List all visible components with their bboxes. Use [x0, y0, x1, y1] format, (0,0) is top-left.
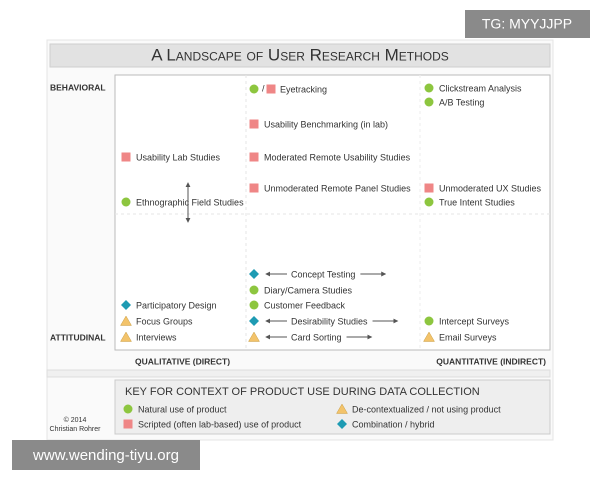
title-bar	[49, 43, 551, 68]
icon-natural	[121, 197, 131, 207]
slash: /	[262, 83, 265, 93]
key-label: De-contextualized / not using product	[352, 404, 501, 414]
icon-scripted	[266, 84, 276, 94]
method-label: Eyetracking	[280, 84, 327, 94]
credit: © 2014	[64, 416, 87, 424]
icon-hybrid	[249, 269, 259, 279]
watermark	[12, 440, 200, 470]
badge-text: TG: MYYJJPP	[482, 16, 572, 32]
method-label: Desirability Studies	[291, 316, 368, 326]
method-label: Moderated Remote Usability Studies	[264, 152, 411, 162]
icon-decontextualized	[336, 403, 348, 414]
method-label: Ethnographic Field Studies	[136, 197, 244, 207]
method-label: Card Sorting	[291, 332, 342, 342]
icon-natural	[424, 83, 434, 93]
method-label: Focus Groups	[136, 316, 193, 326]
key-title: KEY FOR CONTEXT OF PRODUCT USE DURING DA…	[125, 386, 480, 398]
icon-decontextualized	[120, 331, 132, 342]
icon-natural	[424, 316, 434, 326]
badge	[465, 10, 590, 38]
method-label: Customer Feedback	[264, 300, 346, 310]
key-label: Natural use of product	[138, 404, 227, 414]
method-label: Email Surveys	[439, 332, 497, 342]
icon-decontextualized	[248, 331, 260, 342]
method-label: Participatory Design	[136, 300, 217, 310]
icon-scripted	[249, 119, 259, 129]
icon-scripted	[121, 152, 131, 162]
method-label: Usability Benchmarking (in lab)	[264, 119, 388, 129]
icon-decontextualized	[120, 315, 132, 326]
icon-hybrid	[337, 419, 347, 429]
icon-natural	[249, 84, 259, 94]
method-label: Diary/Camera Studies	[264, 285, 353, 295]
method-label: Usability Lab Studies	[136, 152, 221, 162]
icon-scripted	[249, 183, 259, 193]
icon-natural	[424, 197, 434, 207]
method-label: Unmoderated UX Studies	[439, 183, 542, 193]
separator	[46, 369, 551, 378]
method-label: A/B Testing	[439, 97, 484, 107]
key-box	[114, 379, 551, 435]
key-label: Combination / hybrid	[352, 419, 435, 429]
icon-scripted	[123, 419, 133, 429]
icon-scripted	[424, 183, 434, 193]
icon-decontextualized	[423, 331, 435, 342]
method-label: Intercept Surveys	[439, 316, 510, 326]
axis-label: BEHAVIORAL	[50, 82, 106, 92]
icon-natural	[249, 300, 259, 310]
axis-label: QUALITATIVE (DIRECT)	[135, 356, 230, 366]
title: A Landscape of User Research Methods	[151, 45, 449, 64]
icon-natural	[123, 404, 133, 414]
method-label: True Intent Studies	[439, 197, 515, 207]
icon-hybrid	[249, 316, 259, 326]
method-label: Concept Testing	[291, 269, 355, 279]
method-label: Interviews	[136, 332, 177, 342]
method-label: Clickstream Analysis	[439, 83, 522, 93]
icon-hybrid	[121, 300, 131, 310]
icon-natural	[249, 285, 259, 295]
key-label: Scripted (often lab-based) use of produc…	[138, 419, 302, 429]
axis-label: QUANTITATIVE (INDIRECT)	[436, 356, 546, 366]
method-label: Unmoderated Remote Panel Studies	[264, 183, 411, 193]
axis-label: ATTITUDINAL	[50, 332, 106, 342]
icon-natural	[424, 97, 434, 107]
icon-scripted	[249, 152, 259, 162]
credit: Christian Rohrer	[50, 426, 102, 433]
watermark-text: www.wending-tiyu.org	[32, 447, 179, 464]
